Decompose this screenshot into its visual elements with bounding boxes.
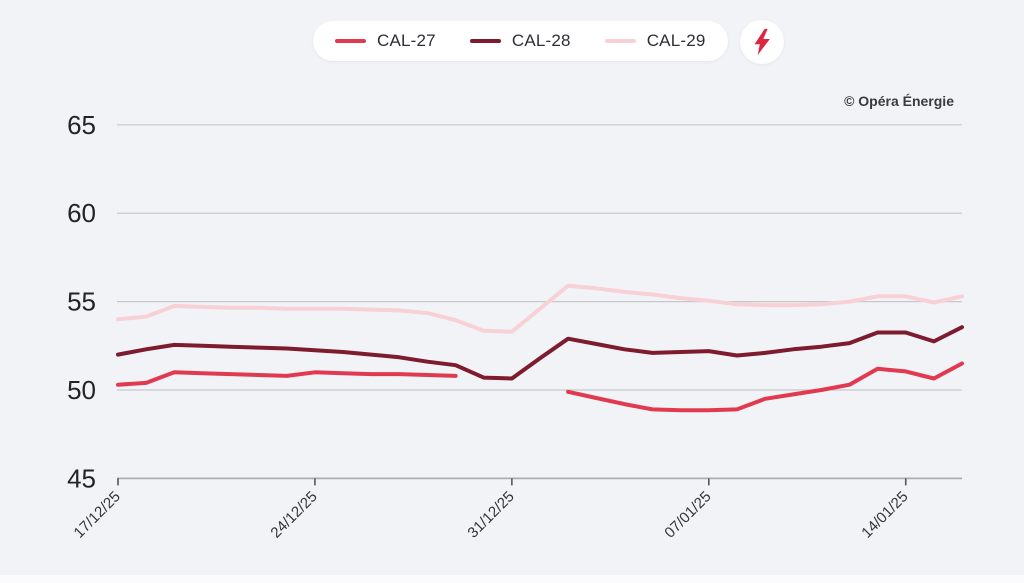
series-line-cal-27 (116, 361, 964, 413)
y-axis-label: 50 (67, 375, 96, 405)
legend: CAL-27 CAL-28 CAL-29 (313, 21, 728, 61)
y-axis-label: 60 (67, 198, 96, 228)
series-line-cal-28 (116, 325, 964, 381)
cal-29-line-swatch-icon (604, 39, 636, 43)
series-line-cal-29 (116, 283, 964, 334)
legend-label-cal-29: CAL-29 (646, 31, 706, 50)
x-axis-label: 14/01/25 (858, 488, 911, 541)
y-axis-label: 45 (67, 463, 96, 493)
copyright-notice: © Opéra Énergie (844, 93, 954, 109)
x-axis-label: 07/01/25 (661, 488, 714, 541)
legend-label-cal-27: CAL-27 (377, 31, 436, 50)
y-axis-label: 65 (67, 110, 96, 140)
y-axis-label: 55 (67, 287, 96, 317)
x-axis-label: 17/12/25 (71, 488, 124, 541)
legend-label-cal-28: CAL-28 (511, 31, 571, 50)
cal-27-line-swatch-icon (335, 39, 366, 43)
cal-28-line-swatch-icon (469, 39, 501, 43)
bottom-strip (0, 575, 1024, 583)
x-axis-label: 31/12/25 (464, 488, 517, 541)
legend-item-cal-28[interactable]: CAL-28 (469, 31, 571, 51)
legend-item-cal-29[interactable]: CAL-29 (604, 31, 706, 51)
legend-item-cal-27[interactable]: CAL-27 (335, 31, 436, 51)
brand-logo-badge (740, 20, 784, 64)
x-axis-label: 24/12/25 (267, 488, 320, 541)
lightning-icon (754, 28, 770, 56)
